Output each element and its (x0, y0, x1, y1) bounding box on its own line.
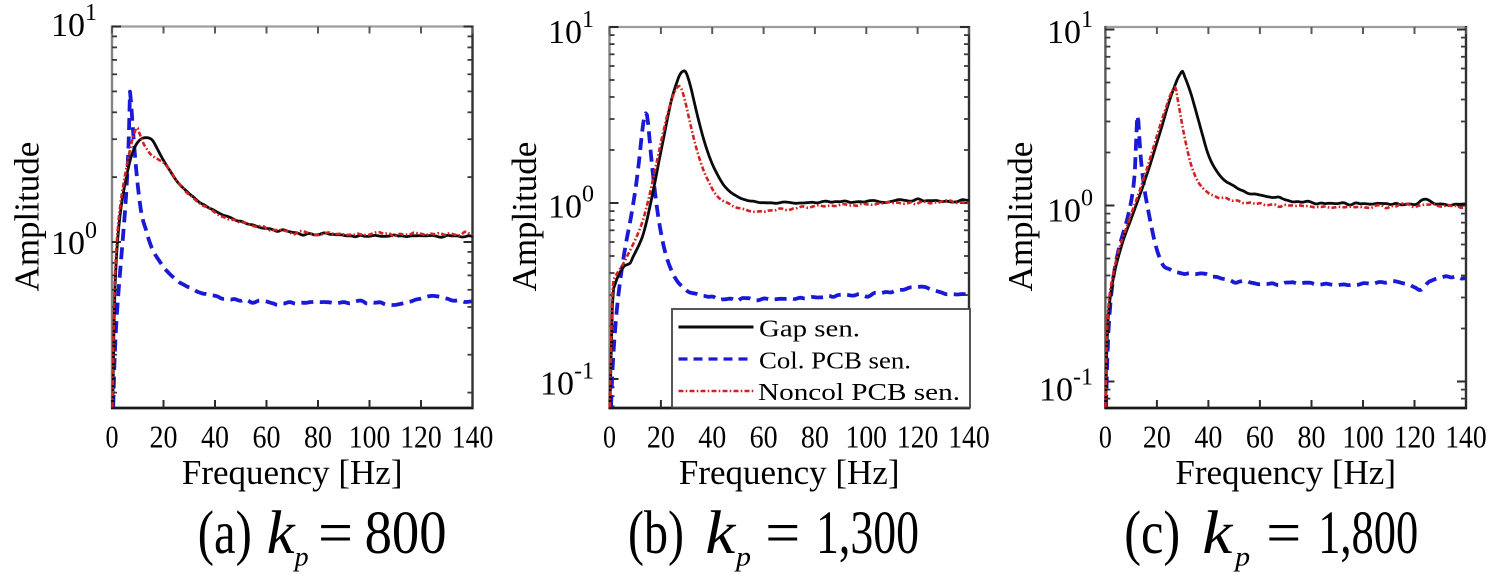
svg-text:Noncol PCB sen.: Noncol PCB sen. (758, 380, 960, 406)
svg-text:(a)kp=800: (a) kp = 800 (198, 500, 447, 572)
svg-text:Col. PCB sen.: Col. PCB sen. (759, 349, 911, 375)
svg-text:20: 20 (150, 419, 178, 455)
svg-text:80: 80 (801, 419, 829, 455)
svg-text:140: 140 (452, 419, 494, 455)
svg-text:0: 0 (1099, 419, 1112, 455)
svg-text:120: 120 (400, 419, 442, 455)
svg-text:60: 60 (1246, 419, 1274, 455)
svg-text:100: 100 (846, 419, 888, 455)
svg-text:40: 40 (1194, 419, 1222, 455)
svg-text:101: 101 (51, 0, 97, 44)
svg-text:(b)kp=1,300: (b) kp = 1,300 (628, 500, 919, 572)
svg-text:0: 0 (106, 419, 119, 455)
svg-text:Amplitude: Amplitude (8, 142, 47, 292)
svg-text:80: 80 (1298, 419, 1326, 455)
svg-text:40: 40 (698, 419, 726, 455)
svg-text:100: 100 (1342, 419, 1384, 455)
svg-text:60: 60 (253, 419, 281, 455)
svg-text:120: 120 (1394, 419, 1436, 455)
svg-text:140: 140 (1445, 419, 1487, 455)
svg-text:Frequency [Hz]: Frequency [Hz] (679, 453, 900, 492)
svg-text:0: 0 (603, 419, 616, 455)
svg-text:Amplitude: Amplitude (1001, 142, 1040, 292)
svg-text:10-1: 10-1 (540, 359, 594, 403)
svg-text:100: 100 (349, 419, 391, 455)
svg-text:Gap sen.: Gap sen. (759, 317, 860, 343)
svg-text:140: 140 (948, 419, 990, 455)
svg-text:20: 20 (647, 419, 675, 455)
svg-text:120: 120 (897, 419, 939, 455)
svg-text:Amplitude: Amplitude (505, 142, 544, 292)
svg-text:Frequency [Hz]: Frequency [Hz] (182, 453, 403, 492)
svg-text:60: 60 (750, 419, 778, 455)
svg-text:20: 20 (1143, 419, 1171, 455)
svg-text:40: 40 (201, 419, 229, 455)
svg-text:Frequency [Hz]: Frequency [Hz] (1175, 453, 1396, 492)
svg-text:(c)kp=1,800: (c) kp = 1,800 (1124, 500, 1418, 572)
svg-text:80: 80 (304, 419, 332, 455)
